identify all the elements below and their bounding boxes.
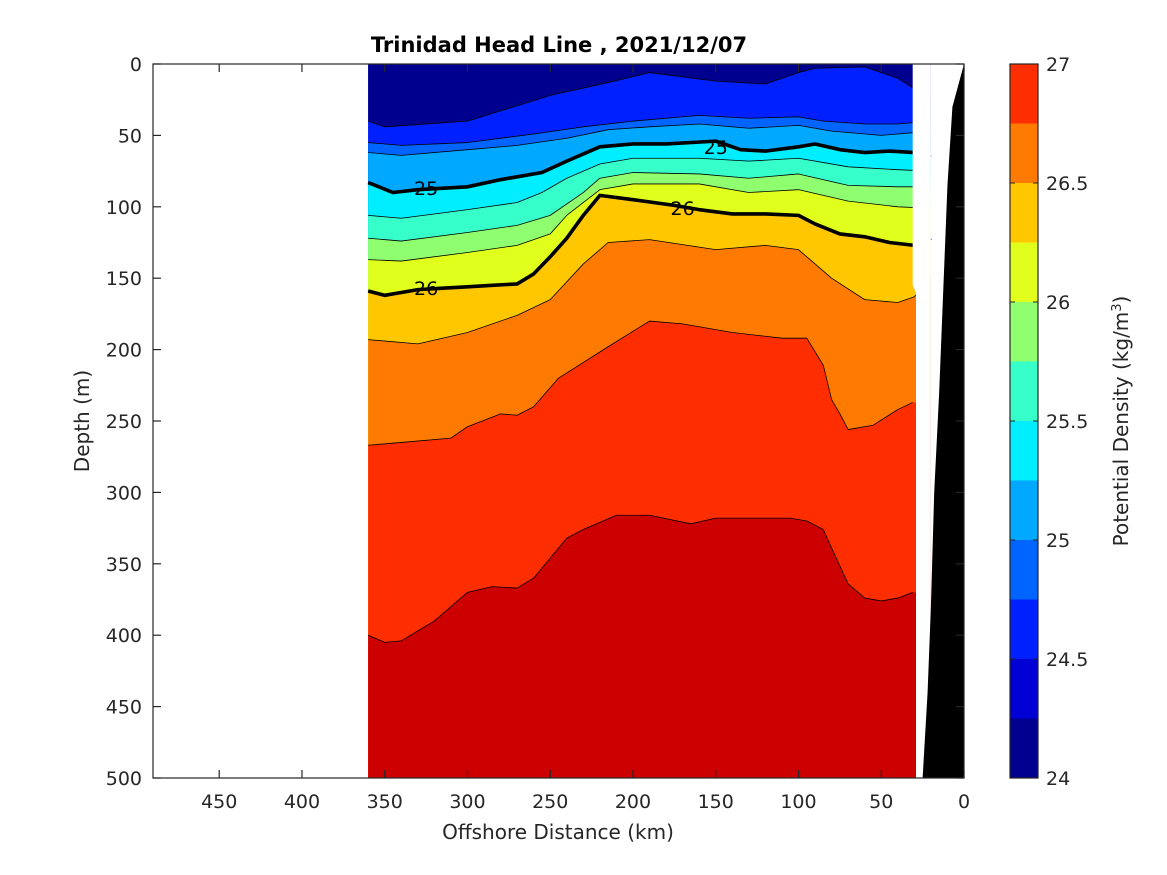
y-tick-label: 0	[130, 54, 142, 76]
x-tick-label: 350	[367, 791, 403, 813]
y-axis-label: Depth (m)	[70, 370, 94, 472]
plot-area	[367, 64, 964, 778]
colorbar-tick-label: 24	[1046, 768, 1070, 790]
bathymetry	[919, 64, 964, 778]
colorbar-tick-label: 25	[1046, 530, 1070, 552]
colorbar-band	[1010, 242, 1038, 302]
colorbar-band	[1010, 64, 1038, 124]
section-overlays	[912, 64, 964, 778]
colorbar-band	[1010, 480, 1038, 540]
x-axis-label: Offshore Distance (km)	[442, 820, 674, 844]
colorbar-band	[1010, 302, 1038, 362]
colorbar-ticks: 24 24.5 25 25.5 26 26.5 27	[1010, 54, 1088, 790]
colorbar-tick-label: 26	[1046, 292, 1070, 314]
contour-line-25.5	[368, 172, 931, 242]
density-band-26.75	[368, 515, 931, 778]
colorbar-band	[1010, 361, 1038, 421]
colorbar-tick-label: 25.5	[1046, 411, 1088, 433]
contour-line-26.75	[368, 514, 913, 643]
colorbar-band	[1010, 421, 1038, 481]
contour-line-25.75	[368, 183, 931, 262]
contour-lines	[367, 66, 932, 643]
contour-line-26.5	[368, 320, 913, 446]
colorbar: 24 24.5 25 25.5 26 26.5 27 Potential Density (…	[1009, 54, 1133, 790]
colorbar-label: Potential Density (kg/m3)	[1109, 296, 1133, 547]
colorbar-band	[1010, 540, 1038, 600]
y-tick-label: 100	[106, 197, 142, 219]
contour-line-24.25	[368, 66, 928, 128]
y-tick-label: 400	[106, 625, 142, 647]
contour-label-26-0: 26	[671, 198, 695, 220]
colorbar-label-close: )	[1109, 296, 1133, 304]
contour-label-25-1: 25	[414, 178, 438, 200]
x-axis: 450 400 350 300 250 200 150 100 50 0	[201, 64, 970, 813]
contour-line-24.5	[368, 115, 931, 146]
colorbar-band	[1010, 183, 1038, 243]
contour-line-26	[367, 193, 932, 298]
chart-title: Trinidad Head Line , 2021/12/07	[371, 33, 747, 57]
y-tick-label: 250	[106, 411, 142, 433]
no-data-gap-0	[912, 64, 931, 778]
colorbar-band	[1010, 718, 1038, 778]
colorbar-band	[1010, 599, 1038, 659]
colorbar-band	[1010, 659, 1038, 719]
y-axis: 0 50 100 150 200 250 300 350 400 450 500	[106, 54, 964, 790]
contour-line-26.25	[368, 239, 932, 345]
x-tick-label: 150	[698, 791, 734, 813]
contour-line-25	[367, 139, 932, 195]
colorbar-tick-label: 26.5	[1046, 173, 1088, 195]
y-tick-label: 450	[106, 697, 142, 719]
x-tick-label: 100	[780, 791, 816, 813]
contour-label-25-0: 25	[704, 137, 728, 159]
x-tick-label: 300	[449, 791, 485, 813]
contour-line-25.25	[368, 157, 931, 219]
y-tick-label: 50	[118, 125, 142, 147]
y-tick-label: 350	[106, 554, 142, 576]
colorbar-label-superscript: 3	[1110, 303, 1125, 311]
colorbar-band	[1010, 123, 1038, 183]
x-tick-label: 0	[958, 791, 970, 813]
colorbar-tick-label: 24.5	[1046, 649, 1088, 671]
y-tick-label: 200	[106, 340, 142, 362]
x-tick-label: 250	[532, 791, 568, 813]
colorbar-label-main: Potential Density (kg/m	[1109, 312, 1133, 547]
contour-label-26-1: 26	[414, 278, 438, 300]
colorbar-tick-label: 27	[1046, 54, 1070, 76]
colorbar-bands	[1010, 64, 1038, 778]
y-tick-label: 500	[106, 768, 142, 790]
contour-line-24.75	[368, 123, 931, 156]
contour-labels: 25 25 26 26	[414, 137, 728, 300]
y-tick-label: 150	[106, 268, 142, 290]
y-tick-label: 300	[106, 482, 142, 504]
x-tick-label: 50	[869, 791, 893, 813]
x-tick-label: 200	[615, 791, 651, 813]
filled-contours	[368, 64, 931, 778]
x-tick-label: 400	[284, 791, 320, 813]
density-band-surface	[368, 64, 931, 127]
x-tick-label: 450	[201, 791, 237, 813]
